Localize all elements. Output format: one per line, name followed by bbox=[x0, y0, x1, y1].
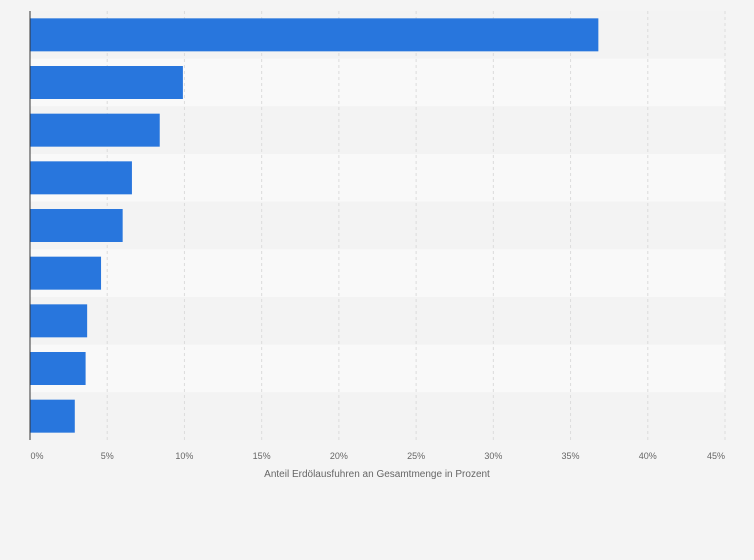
row-band bbox=[30, 344, 725, 393]
bar bbox=[30, 304, 88, 338]
row-band bbox=[30, 392, 725, 440]
row-band bbox=[30, 154, 725, 202]
x-tick-label: 25% bbox=[407, 451, 425, 461]
row-band bbox=[30, 297, 725, 345]
bar bbox=[30, 113, 160, 147]
bar bbox=[30, 66, 183, 99]
x-tick-label: 10% bbox=[175, 451, 193, 461]
x-axis-title: Anteil Erdölausfuhren an Gesamtmenge in … bbox=[264, 469, 490, 480]
bar bbox=[30, 256, 102, 290]
x-tick-label: 40% bbox=[639, 451, 657, 461]
row-band bbox=[30, 201, 725, 250]
x-tick-labels: 0% 5% 10% 15% 20% 25% 30% 35% 40% 45% bbox=[30, 451, 725, 461]
x-tick-label: 15% bbox=[253, 451, 271, 461]
row-bands bbox=[30, 11, 725, 440]
x-tick-label: 0% bbox=[30, 451, 43, 461]
x-tick-label: 30% bbox=[484, 451, 502, 461]
bar bbox=[30, 352, 86, 385]
bar bbox=[30, 161, 132, 195]
x-tick-label: 20% bbox=[330, 451, 348, 461]
x-tick-label: 45% bbox=[707, 451, 725, 461]
bar bbox=[30, 209, 123, 242]
x-tick-label: 35% bbox=[562, 451, 580, 461]
row-band bbox=[30, 249, 725, 297]
bars bbox=[30, 18, 599, 433]
bar bbox=[30, 18, 599, 52]
x-tick-label: 5% bbox=[101, 451, 114, 461]
bar bbox=[30, 399, 75, 433]
